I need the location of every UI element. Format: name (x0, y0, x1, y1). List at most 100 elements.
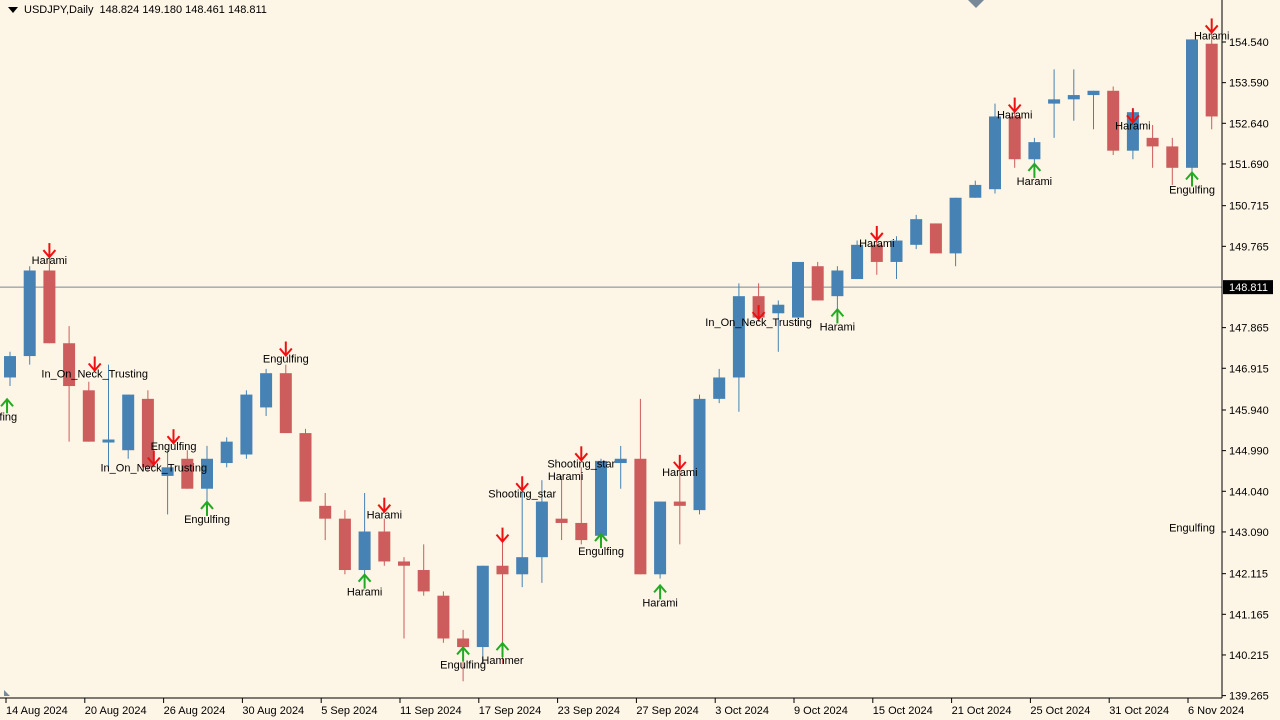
pattern-label: Harami (548, 471, 583, 483)
pattern-label: Harami (1017, 176, 1052, 188)
price-tick-label: 140.215 (1229, 650, 1269, 662)
price-tick-label: 152.640 (1229, 118, 1269, 130)
price-tick-label: 154.540 (1229, 37, 1269, 49)
candle-body (575, 522, 588, 541)
candle (1107, 86, 1120, 155)
time-tick-label: 14 Aug 2024 (6, 705, 68, 717)
pattern-label: Engulfing (184, 514, 230, 526)
candle-body (811, 266, 824, 301)
time-tick-label: 5 Sep 2024 (321, 705, 377, 717)
up-arrow-head-icon (594, 532, 608, 542)
pattern-label: Engulfing (578, 546, 624, 558)
axes-layer (0, 0, 1223, 699)
candle (319, 493, 332, 541)
candle (398, 557, 410, 639)
candle-body (63, 343, 76, 387)
candle-body (555, 518, 568, 523)
price-tick-label: 149.765 (1229, 241, 1269, 253)
time-tick-label: 6 Nov 2024 (1188, 705, 1244, 717)
time-tick-label: 3 Oct 2024 (715, 705, 769, 717)
time-tick-label: 30 Aug 2024 (242, 705, 304, 717)
down-arrow-head-icon (147, 456, 161, 467)
chart-start-marker-icon (4, 690, 10, 696)
pattern-label: In_On_Neck_Trusting (41, 368, 148, 380)
candle (63, 326, 76, 442)
up-arrow-head-icon (495, 641, 510, 651)
candle-body (989, 116, 1001, 190)
candle-body (910, 219, 923, 245)
down-arrow-head-icon (87, 362, 102, 373)
chart-caption: USDJPY,Daily 148.824 149.180 148.461 148… (8, 4, 267, 16)
candle (1186, 39, 1198, 177)
down-arrow-head-icon (751, 311, 766, 321)
candle (772, 300, 785, 352)
candle (1067, 69, 1080, 121)
candle-body (279, 373, 292, 434)
candle (929, 223, 942, 254)
candle-body (614, 458, 627, 464)
price-tick-label: 143.090 (1229, 527, 1269, 539)
down-arrow-head-icon (1007, 103, 1022, 114)
up-arrow-head-icon (200, 500, 214, 510)
candle (141, 390, 154, 472)
up-arrow-head-icon (653, 583, 667, 594)
time-tick-label: 20 Aug 2024 (85, 705, 147, 717)
candle (358, 493, 371, 579)
candle-body (378, 531, 391, 562)
candle (4, 351, 16, 387)
candle-body (161, 467, 174, 476)
candle-body (969, 184, 982, 198)
candle (1048, 69, 1061, 138)
candle (811, 261, 824, 301)
candle (890, 236, 903, 280)
candle (161, 450, 174, 515)
candle-body (358, 531, 371, 571)
shift-marker-icon[interactable] (968, 0, 984, 8)
price-tick-label: 153.590 (1229, 78, 1269, 90)
candle-body (496, 565, 509, 575)
candle-body (398, 561, 410, 566)
candle-body (181, 458, 194, 489)
up-arrow-head-icon (357, 573, 372, 583)
candle (1166, 137, 1179, 185)
candle (181, 450, 194, 489)
current-price-badge-layer: 148.811 (1223, 280, 1273, 295)
pattern-label: Shooting_star (547, 458, 615, 470)
candle-body (43, 270, 56, 344)
candle-body (319, 505, 332, 519)
candle-body (595, 460, 607, 536)
candle-body (1205, 43, 1218, 117)
chart-menu-triangle-icon[interactable] (8, 7, 18, 13)
candle-body (141, 398, 154, 468)
price-tick-label: 139.265 (1229, 691, 1269, 703)
candle-body (1087, 90, 1100, 96)
price-tick-label: 145.940 (1229, 405, 1269, 417)
candle (299, 428, 312, 502)
candle-body (1126, 112, 1139, 151)
time-tick-label: 27 Sep 2024 (636, 705, 698, 717)
candle (279, 364, 292, 434)
price-tick-label: 151.690 (1229, 159, 1269, 171)
candle-body (240, 394, 253, 455)
ohlc-values-label: 148.824 149.180 148.461 148.811 (99, 4, 267, 16)
candle (240, 390, 253, 459)
candle (673, 467, 686, 545)
candle (122, 394, 135, 459)
current-price-badge (1223, 280, 1273, 295)
pattern-label: In_On_Neck_Trusting (101, 463, 208, 475)
candle-body (476, 565, 489, 648)
down-arrow-head-icon (279, 347, 293, 358)
pattern-label: Harami (997, 110, 1032, 122)
candle-body (929, 223, 942, 254)
candle (378, 518, 391, 566)
candle (1146, 125, 1159, 168)
down-arrow-head-icon (1126, 114, 1140, 124)
candle (201, 445, 213, 502)
pattern-label: Hammer (481, 655, 524, 667)
down-arrow-head-icon (1204, 24, 1219, 34)
down-arrow-head-icon (495, 533, 510, 544)
candle-body (890, 240, 903, 262)
symbol-timeframe-label: USDJPY,Daily (24, 4, 94, 16)
